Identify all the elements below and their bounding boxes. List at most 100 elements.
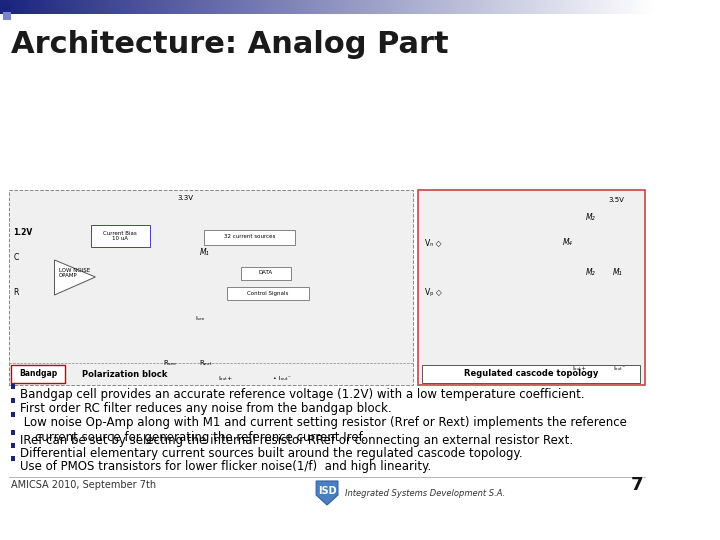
- Bar: [126, 0, 127, 14]
- Bar: [616, 0, 618, 14]
- Bar: [379, 0, 381, 14]
- Bar: [652, 0, 654, 14]
- Bar: [270, 0, 271, 14]
- Bar: [472, 0, 474, 14]
- Bar: [523, 0, 525, 14]
- Bar: [418, 190, 645, 385]
- Bar: [44, 0, 46, 14]
- Bar: [415, 0, 417, 14]
- Text: Control Signals: Control Signals: [247, 291, 289, 295]
- Bar: [80, 0, 82, 14]
- Bar: [193, 0, 194, 14]
- Bar: [314, 0, 315, 14]
- Bar: [340, 0, 342, 14]
- Bar: [225, 0, 228, 14]
- Bar: [121, 0, 122, 14]
- Bar: [264, 0, 265, 14]
- Bar: [374, 0, 376, 14]
- Bar: [515, 0, 517, 14]
- Text: First order RC filter reduces any noise from the bandgap block.: First order RC filter reduces any noise …: [20, 402, 392, 415]
- Bar: [42, 0, 44, 14]
- Bar: [219, 0, 221, 14]
- Bar: [364, 0, 366, 14]
- Bar: [631, 0, 633, 14]
- Bar: [147, 0, 149, 14]
- Bar: [363, 0, 364, 14]
- Bar: [490, 0, 492, 14]
- Bar: [499, 0, 500, 14]
- Bar: [271, 0, 273, 14]
- Bar: [284, 0, 286, 14]
- Bar: [138, 0, 139, 14]
- Bar: [168, 0, 170, 14]
- Bar: [75, 0, 77, 14]
- Bar: [237, 0, 239, 14]
- Bar: [31, 0, 32, 14]
- Bar: [152, 0, 153, 14]
- Bar: [549, 0, 551, 14]
- Bar: [433, 0, 435, 14]
- Bar: [23, 0, 24, 14]
- Bar: [458, 0, 459, 14]
- Bar: [428, 0, 430, 14]
- Text: Vₚ ◇: Vₚ ◇: [425, 288, 442, 297]
- Bar: [250, 0, 252, 14]
- Bar: [230, 0, 232, 14]
- Bar: [157, 0, 158, 14]
- Bar: [492, 0, 494, 14]
- Bar: [438, 0, 440, 14]
- Bar: [332, 0, 333, 14]
- Bar: [584, 0, 585, 14]
- Bar: [348, 0, 350, 14]
- Bar: [176, 0, 179, 14]
- Bar: [50, 0, 53, 14]
- Text: M₂: M₂: [586, 268, 595, 277]
- Text: Architecture: Analog Part: Architecture: Analog Part: [11, 30, 449, 59]
- Bar: [623, 0, 625, 14]
- Bar: [486, 0, 487, 14]
- Bar: [328, 0, 330, 14]
- Text: Iₒᵤₜ+: Iₒᵤₜ+: [218, 376, 233, 381]
- Bar: [562, 0, 564, 14]
- Bar: [108, 0, 109, 14]
- Bar: [291, 0, 293, 14]
- Bar: [17, 0, 18, 14]
- Bar: [440, 0, 441, 14]
- Text: LOW NOISE
OPAMP: LOW NOISE OPAMP: [59, 268, 90, 279]
- Bar: [479, 0, 481, 14]
- Bar: [417, 0, 418, 14]
- Bar: [189, 0, 192, 14]
- Bar: [600, 0, 602, 14]
- Bar: [520, 0, 521, 14]
- Bar: [459, 0, 461, 14]
- Bar: [569, 0, 571, 14]
- Bar: [508, 0, 510, 14]
- Bar: [589, 0, 590, 14]
- Bar: [283, 0, 284, 14]
- Bar: [93, 0, 95, 14]
- Bar: [289, 0, 291, 14]
- Bar: [8, 0, 10, 14]
- Bar: [24, 0, 26, 14]
- Polygon shape: [55, 260, 95, 295]
- Bar: [494, 0, 495, 14]
- Bar: [57, 0, 59, 14]
- Bar: [427, 0, 428, 14]
- Bar: [336, 0, 337, 14]
- Bar: [153, 0, 156, 14]
- Bar: [476, 0, 477, 14]
- Bar: [71, 0, 72, 14]
- Bar: [337, 0, 338, 14]
- Bar: [605, 0, 607, 14]
- Bar: [412, 0, 414, 14]
- Bar: [288, 0, 289, 14]
- Text: 32 current sources: 32 current sources: [224, 234, 276, 240]
- Bar: [466, 0, 468, 14]
- Bar: [84, 0, 85, 14]
- Bar: [239, 0, 240, 14]
- Text: Use of PMOS transistors for lower flicker noise(1/f)  and high linearity.: Use of PMOS transistors for lower flicke…: [20, 460, 431, 473]
- Bar: [497, 0, 499, 14]
- Text: C: C: [14, 253, 19, 262]
- Bar: [580, 0, 582, 14]
- Bar: [386, 0, 387, 14]
